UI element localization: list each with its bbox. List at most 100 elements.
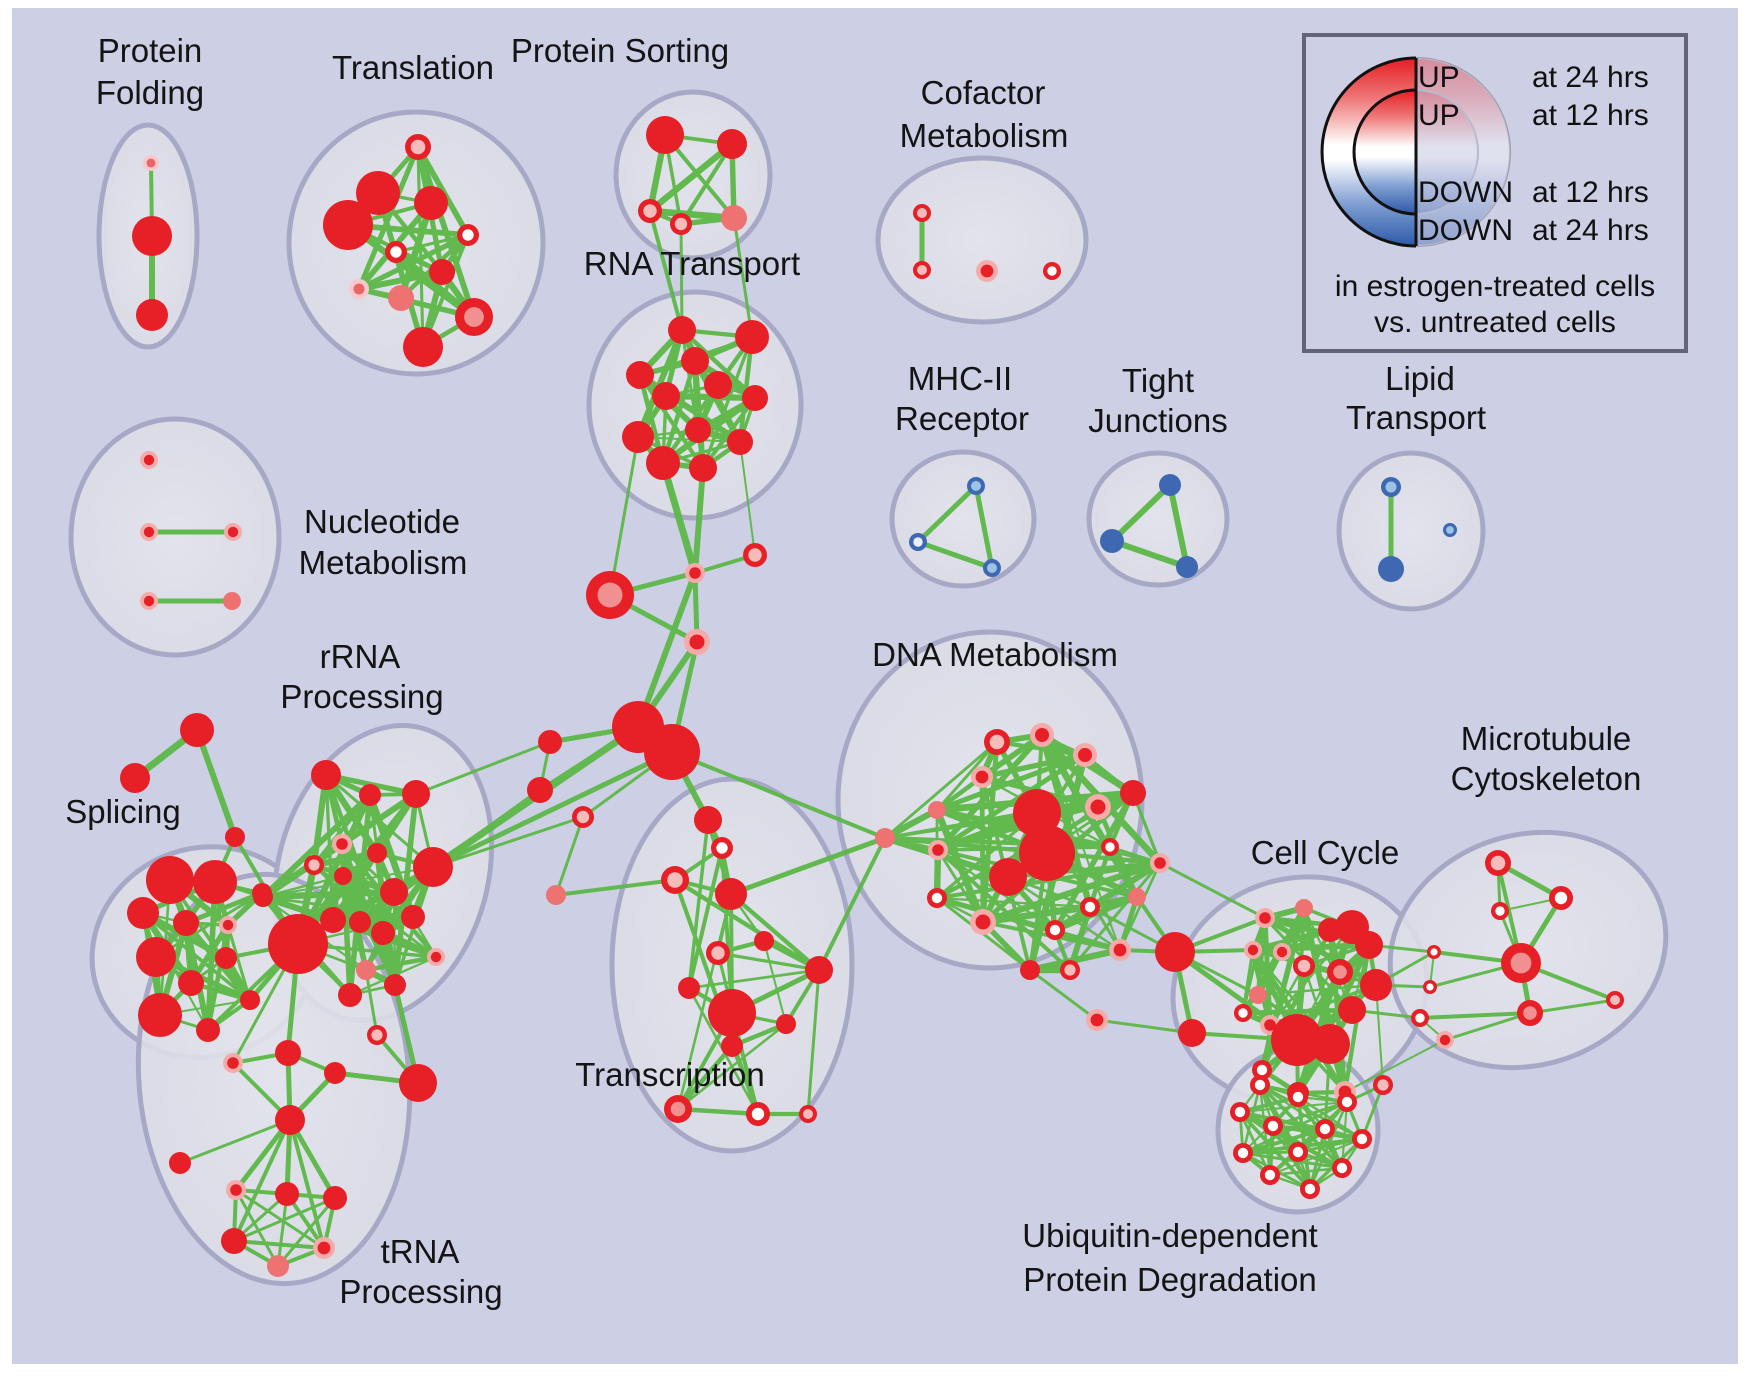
cluster-label-mt: Microtubule [1461, 720, 1632, 757]
node-cn-red [1155, 932, 1195, 972]
edge-link-cn-cn [635, 570, 698, 730]
node-center-mt [1495, 906, 1505, 916]
node-center-cc [1264, 1019, 1276, 1031]
cluster-label-tr: tRNA [381, 1233, 460, 1270]
legend-caption-line1: in estrogen-treated cells [1334, 270, 1656, 303]
node-sp-red [225, 827, 245, 847]
legend-time: at 24 hrs [1532, 214, 1649, 247]
node-center-dm [1084, 901, 1096, 913]
node-ps-red [646, 116, 684, 154]
node-center-mt [1554, 891, 1568, 905]
node-center-ub [1267, 1120, 1279, 1132]
node-center-mt [1610, 995, 1620, 1005]
edge-mt [1418, 1011, 1532, 1020]
edge-sp [154, 891, 264, 959]
node-center-mt [1415, 1013, 1425, 1023]
node-center-pf [146, 158, 156, 168]
node-center-cc [1256, 1064, 1268, 1076]
node-rt-red [704, 371, 732, 399]
cluster-ellipse-mh [889, 449, 1037, 589]
edge-rr [310, 849, 381, 869]
legend-term: UP [1418, 99, 1460, 132]
node-center-dm [975, 914, 991, 930]
node-sp-red [196, 1018, 220, 1042]
edge-sp [194, 727, 238, 840]
node-dm-pink [1128, 888, 1146, 906]
edge-link-ub-cc [1375, 984, 1384, 1086]
cluster-label-tj: Tight [1122, 362, 1194, 399]
node-tl-red [414, 186, 448, 220]
cluster-label-dm: DNA Metabolism [872, 636, 1118, 673]
node-rr-red [371, 921, 395, 945]
edge-link-cn-tx [554, 878, 677, 897]
edge-tj [1109, 482, 1173, 544]
edge-tx [676, 892, 733, 1111]
cluster-label-cm: Metabolism [900, 117, 1069, 154]
edge-link-rt-cn [608, 435, 640, 597]
cluster-label-lt: Lipid [1385, 360, 1455, 397]
node-center-ub [1234, 1106, 1246, 1118]
edge-tx [687, 818, 710, 990]
cluster-label-ub: Ubiquitin-dependent [1022, 1217, 1317, 1254]
node-rt-red [622, 421, 654, 453]
edge-ub [1241, 1127, 1327, 1155]
node-rr-red [413, 847, 453, 887]
node-tl-red [356, 171, 400, 215]
node-center-dm [989, 734, 1005, 750]
edge-tr [276, 1192, 289, 1268]
cluster-label-ub: Protein Degradation [1023, 1261, 1317, 1298]
node-sp-red [240, 990, 260, 1010]
node-center-cc [1333, 965, 1347, 979]
node-cn-red [1178, 1019, 1206, 1047]
node-center-tr [371, 1029, 383, 1041]
node-cc-red [1355, 931, 1383, 959]
node-dm-red [1120, 780, 1146, 806]
node-tj-blue [1159, 474, 1181, 496]
node-rt-red [735, 320, 769, 354]
node-center-cn [597, 582, 623, 608]
edge-tr [232, 1196, 337, 1243]
edge-link-cn-cn [554, 815, 585, 897]
node-rr-red [384, 974, 406, 996]
node-rt-red [668, 316, 696, 344]
node-rt-red [742, 385, 768, 411]
edge-rt [637, 372, 706, 471]
edge-rr [363, 954, 439, 973]
node-center-nm [143, 454, 155, 466]
cluster-labels: Protein Folding Translation Protein Sorting… [65, 32, 1641, 1310]
edge-dm [979, 859, 1164, 926]
node-tx-red [694, 806, 722, 834]
cluster-ellipse-tj [1086, 450, 1230, 588]
node-pf-red [132, 216, 172, 256]
edge-ub [1238, 1100, 1349, 1114]
node-rr-red [311, 760, 341, 790]
node-sp-red [127, 897, 159, 929]
edge-ps [678, 141, 735, 227]
edge-mh [915, 539, 995, 571]
node-cc-red [1318, 918, 1342, 942]
node-sp-red [180, 713, 214, 747]
node-tr-red [323, 1186, 347, 1210]
node-nm-pink [223, 592, 241, 610]
edge-dm [935, 740, 999, 812]
edge-sp [205, 922, 231, 1033]
node-center-tr [227, 1057, 239, 1069]
edge-rr [259, 888, 398, 901]
edge-ub [1268, 1166, 1344, 1177]
node-center-tr [317, 1241, 331, 1255]
edge-tx [687, 846, 724, 990]
edge-mh [973, 483, 995, 571]
node-tl-red [323, 200, 373, 250]
node-rr-red [268, 914, 328, 974]
edge-tr [287, 1117, 338, 1201]
node-cn-pink [546, 885, 566, 905]
legend-outer-left-outline [1320, 56, 1417, 248]
node-sp-red [146, 856, 194, 904]
cluster-label-lt: Transport [1346, 399, 1486, 436]
node-center-ub [1304, 1183, 1316, 1195]
cluster-ellipse-nm [68, 416, 282, 658]
cluster-label-pf: Protein [98, 32, 203, 69]
cluster-label-mh: Receptor [895, 400, 1029, 437]
edge-tr [234, 1188, 326, 1250]
